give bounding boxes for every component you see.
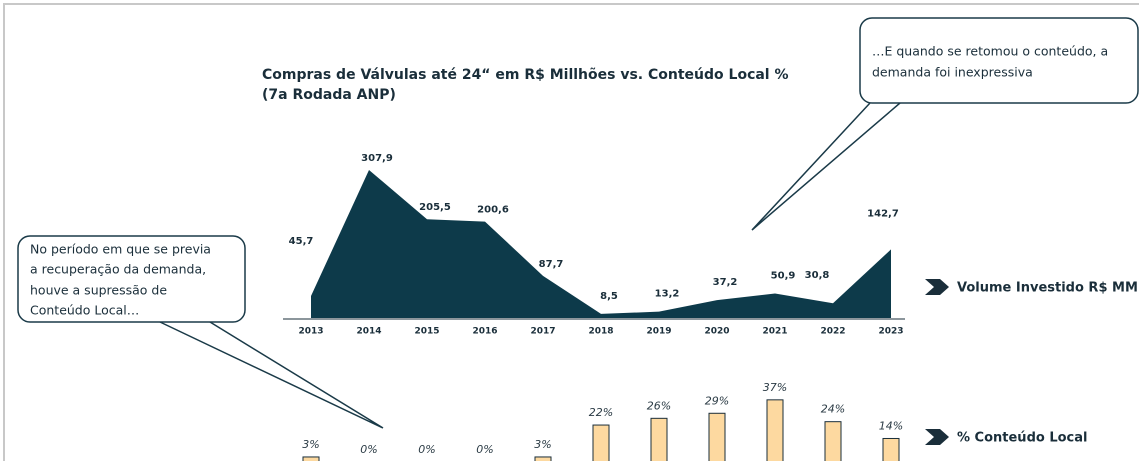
data-label: 22% [589,406,613,419]
data-label: 45,7 [289,236,314,247]
legend-icon [925,279,949,295]
callout-text: demanda foi inexpressiva [872,65,1033,80]
bar [708,412,726,463]
x-tick-label: 2014 [356,327,381,337]
data-label: 87,7 [539,259,564,270]
bar [650,417,668,463]
callout-text: No período em que se previa [30,242,211,257]
x-tick-label: 2018 [588,327,613,337]
callout-pointer [751,102,901,231]
chart-title: Compras de Válvulas até 24“ em R$ Millhõ… [262,67,789,83]
legend-icon [925,429,949,445]
legend-label: Volume Investido R$ MM [957,281,1138,296]
data-label: 8,5 [600,291,618,302]
x-tick-label: 2020 [704,327,729,337]
data-label: 0% [360,443,377,456]
x-tick-label: 2023 [878,327,903,337]
data-label: 50,9 [771,271,796,282]
data-label: 29% [705,394,729,407]
x-tick-label: 2015 [414,327,439,337]
data-label: 200,6 [477,205,509,216]
x-tick-label: 2017 [530,327,555,337]
data-label: 142,7 [867,208,899,219]
x-tick-label: 2021 [762,327,787,337]
data-label: 3% [302,438,319,451]
data-label: 0% [418,443,435,456]
bar [766,399,784,463]
bar [534,456,552,463]
callout-text: Conteúdo Local… [30,303,139,318]
bar [302,456,320,463]
data-label: 307,9 [361,153,393,164]
data-label: 37% [763,381,787,394]
x-tick-label: 2016 [472,327,497,337]
callout-pointer [159,321,384,429]
data-label: 30,8 [805,270,830,281]
data-label: 14% [879,419,903,432]
x-tick-label: 2019 [646,327,671,337]
data-label: 3% [534,438,551,451]
callout-text: …E quando se retomou o conteúdo, a [872,44,1108,59]
chart-title: (7a Rodada ANP) [262,87,396,103]
data-label: 26% [647,399,671,412]
data-label: 0% [476,443,493,456]
x-tick-label: 2022 [820,327,845,337]
bar [882,437,900,463]
data-label: 24% [821,403,845,416]
callout-text: houve a supressão de [30,283,167,298]
bar [824,421,842,463]
x-tick-label: 2013 [298,327,323,337]
data-label: 37,2 [713,277,738,288]
callout-box [17,235,246,323]
data-label: 13,2 [655,289,680,300]
data-label: 205,5 [419,202,451,213]
callout-box [859,17,1139,104]
area [311,170,891,318]
bar [592,424,610,463]
legend-label: % Conteúdo Local [957,431,1087,446]
callout-text: a recuperação da demanda, [30,262,206,277]
